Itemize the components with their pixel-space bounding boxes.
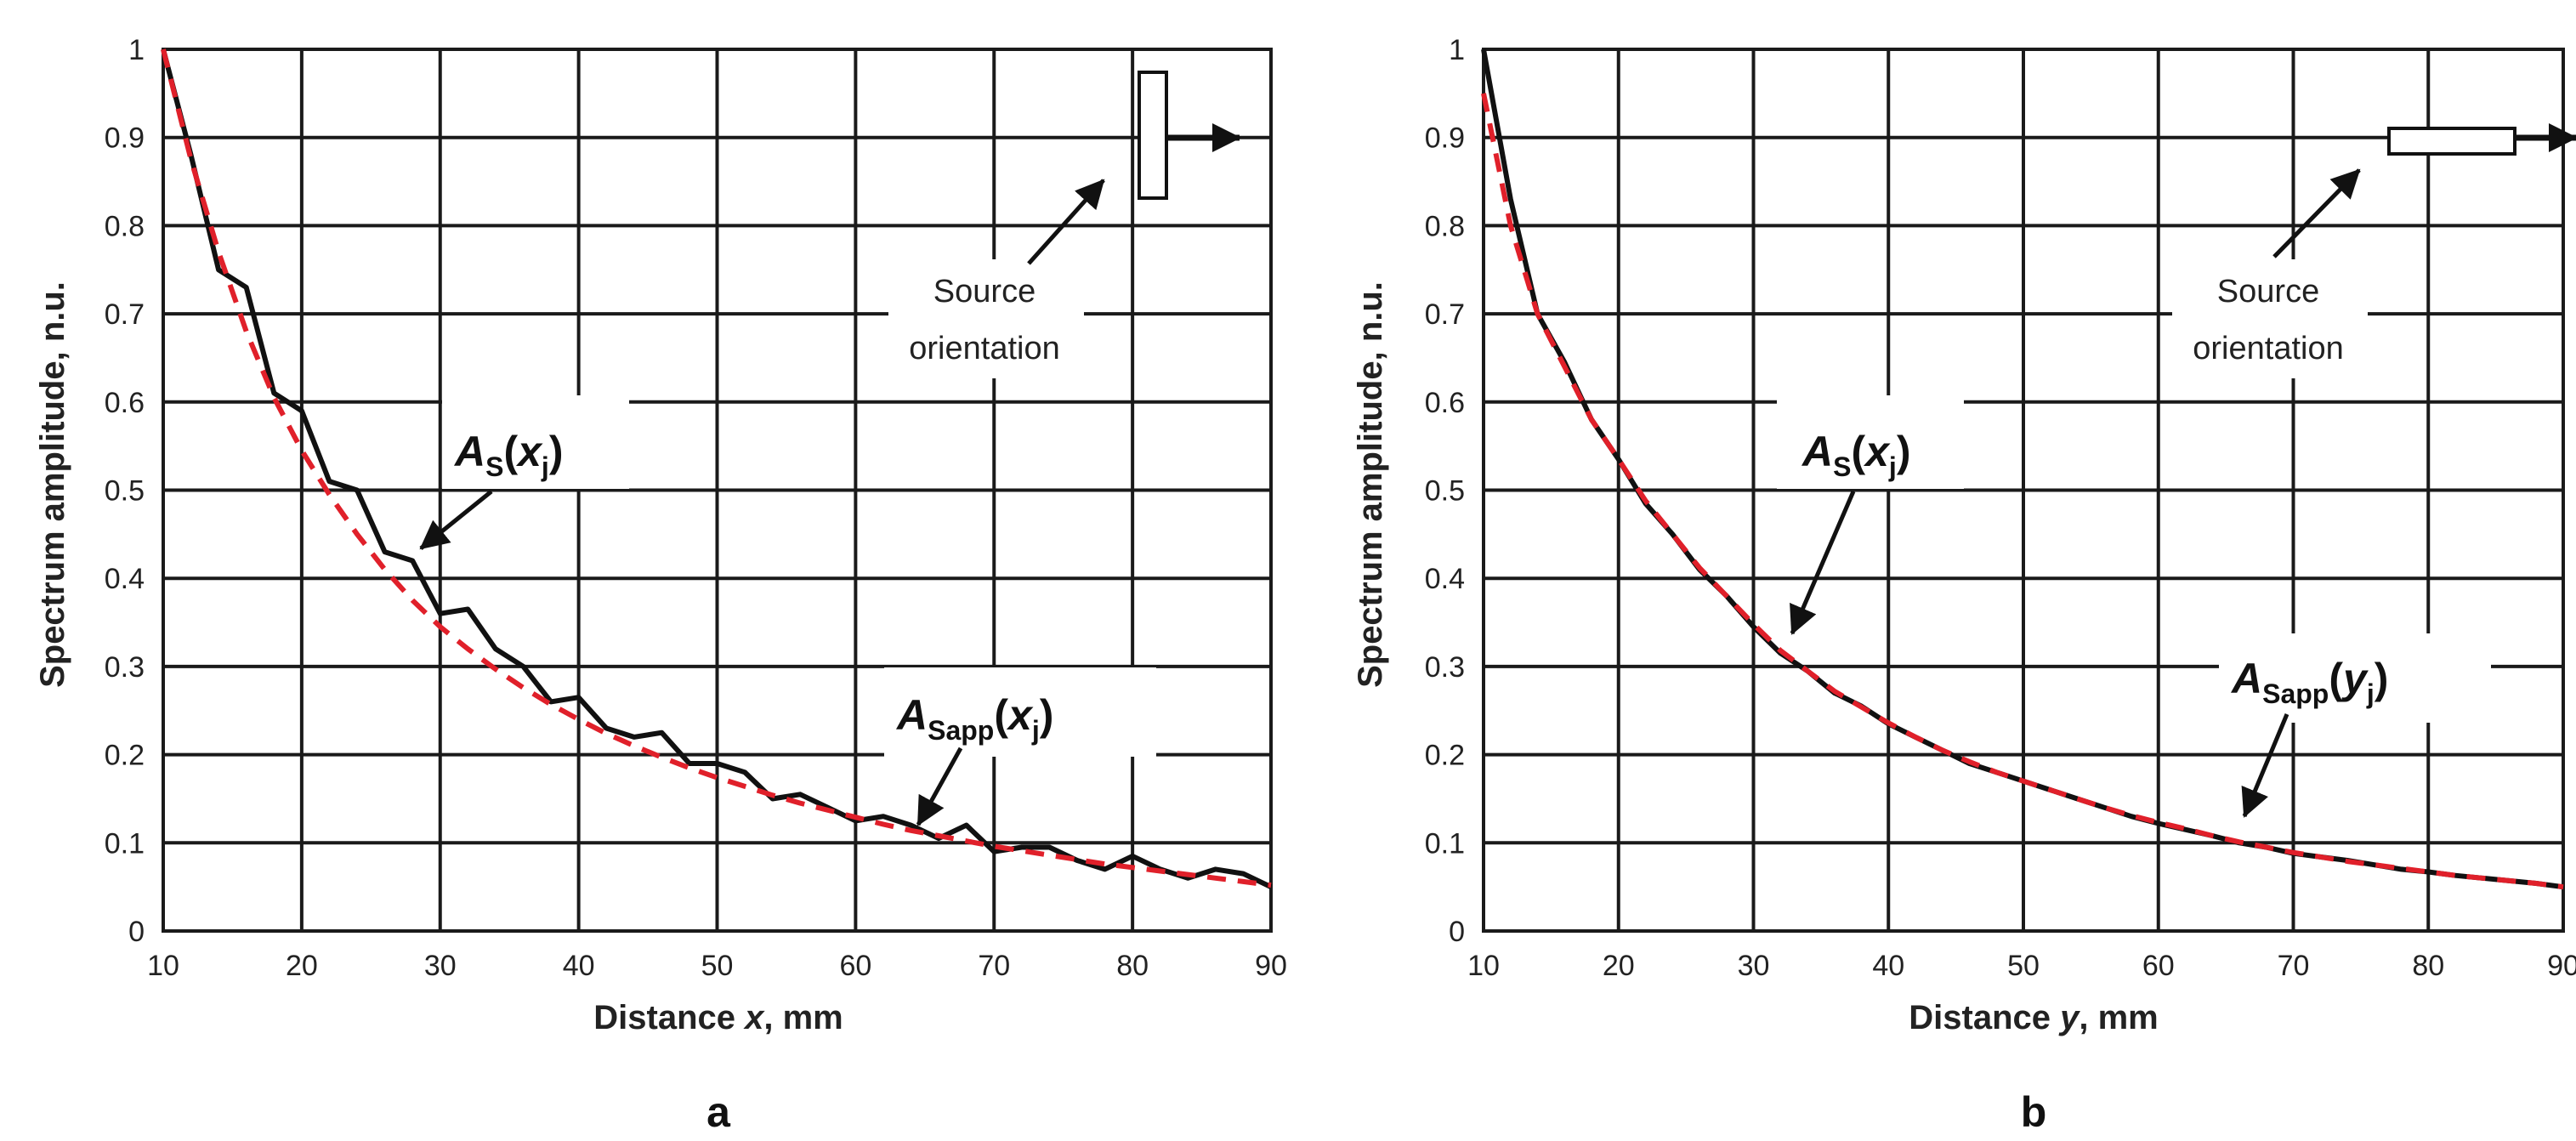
source-rect-icon	[2387, 127, 2516, 156]
y-tick-label: 0.7	[1425, 298, 1465, 331]
x-tick-label: 50	[2007, 950, 2040, 982]
y-tick-label: 0.1	[1425, 827, 1465, 860]
panel-label: a	[706, 1088, 731, 1136]
asapp-label: ASapp(xj)	[895, 691, 1053, 746]
y-tick-labels: 0 0.1 0.2 0.3 0.4 0.5 0.6 0.7 0.8 0.9 1	[1425, 34, 1465, 948]
annotation-backdrop	[2219, 633, 2491, 723]
y-tick-label: 0.4	[105, 563, 145, 595]
y-tick-label: 0.1	[105, 827, 145, 860]
x-tick-labels: 10 20 30 40 50 60 70 80 90	[147, 950, 1287, 982]
asapp-annotation: ASapp(xj)	[884, 667, 1156, 826]
y-tick-label: 0.4	[1425, 563, 1465, 595]
series-group	[1481, 48, 2564, 890]
annotation-backdrop	[884, 667, 1156, 757]
x-tick-label: 20	[286, 950, 318, 982]
source-arrow	[1027, 179, 1105, 265]
plot-frame	[162, 48, 1273, 933]
as-annotation: AS(xj)	[1777, 395, 1964, 635]
source-rect-icon	[1138, 71, 1168, 200]
y-tick-label: 0	[1449, 916, 1465, 948]
source-label-line1: Source	[2217, 274, 2319, 309]
y-tick-label: 0.3	[105, 651, 145, 684]
y-tick-label: 0.6	[105, 387, 145, 419]
as-arrow	[1790, 491, 1856, 635]
y-tick-label: 0.2	[105, 740, 145, 772]
x-tick-label: 70	[978, 950, 1010, 982]
y-tick-label: 0.9	[1425, 122, 1465, 155]
source-label-line2: orientation	[909, 331, 1059, 366]
annotation-backdrop	[888, 259, 1084, 378]
x-tick-label: 80	[1116, 950, 1149, 982]
series-approx-line	[1481, 93, 2564, 890]
x-tick-label: 40	[563, 950, 595, 982]
series-group	[161, 48, 1273, 889]
x-tick-label: 70	[2278, 950, 2310, 982]
x-tick-label: 30	[1738, 950, 1770, 982]
annotation-backdrop	[2172, 259, 2368, 378]
as-label: AS(xj)	[1801, 428, 1910, 482]
annotation-backdrop	[442, 395, 629, 489]
y-tick-labels: 0 0.1 0.2 0.3 0.4 0.5 0.6 0.7 0.8 0.9 1	[105, 34, 145, 948]
panel-label: b	[2021, 1088, 2047, 1136]
x-tick-label: 60	[2142, 950, 2175, 982]
y-tick-label: 0.9	[105, 122, 145, 155]
source-label-line2: orientation	[2193, 331, 2343, 366]
y-tick-label: 0	[128, 916, 145, 948]
asapp-arrow	[916, 746, 963, 826]
source-orientation-annotation: Source orientation	[888, 71, 1241, 378]
x-tick-label: 30	[424, 950, 457, 982]
y-tick-label: 0.8	[105, 210, 145, 242]
x-tick-label: 20	[1603, 950, 1635, 982]
asapp-annotation: ASapp(yj)	[2219, 633, 2491, 818]
y-tick-label: 0.5	[1425, 475, 1465, 508]
y-tick-label: 0.6	[1425, 387, 1465, 419]
x-tick-label: 90	[1255, 950, 1287, 982]
x-tick-label: 80	[2412, 950, 2444, 982]
as-label: AS(xj)	[453, 428, 563, 482]
source-arrow	[2272, 168, 2361, 258]
x-tick-labels: 10 20 30 40 50 60 70 80 90	[1467, 950, 2576, 982]
chart-panel-a: 10 20 30 40 50 60 70 80 90 0 0.1 0.2 0.3 0.4 0.5 0.6 0.…	[34, 34, 1287, 1136]
series-approx-line	[161, 48, 1272, 888]
x-axis-label: Distance y, mm	[1909, 999, 2158, 1036]
source-label-line1: Source	[933, 274, 1036, 309]
x-tick-label: 60	[839, 950, 871, 982]
annotation-backdrop	[1777, 395, 1964, 489]
y-tick-label: 0.3	[1425, 651, 1465, 684]
y-tick-label: 0.7	[105, 298, 145, 331]
y-tick-label: 0.2	[1425, 740, 1465, 772]
source-orientation-annotation: Source orientation	[2172, 123, 2576, 378]
x-tick-label: 50	[701, 950, 734, 982]
x-tick-label: 10	[1467, 950, 1500, 982]
y-tick-label: 1	[128, 34, 145, 66]
y-axis-label: Spectrum amplitude, n.u.	[34, 281, 71, 688]
grid	[162, 48, 1273, 933]
y-axis-label: Spectrum amplitude, n.u.	[1352, 281, 1389, 688]
grid	[1482, 48, 2565, 933]
asapp-label: ASapp(yj)	[2230, 655, 2388, 709]
x-tick-label: 90	[2547, 950, 2576, 982]
plot-frame	[1482, 48, 2565, 933]
y-tick-label: 0.8	[1425, 210, 1465, 242]
y-tick-label: 1	[1449, 34, 1465, 66]
x-tick-label: 10	[147, 950, 179, 982]
chart-panel-b: 10 20 30 40 50 60 70 80 90 0 0.1 0.2 0.3 0.4 0.5 0.6 0.…	[1352, 34, 2576, 1136]
x-axis-label: Distance x, mm	[593, 999, 843, 1036]
y-tick-label: 0.5	[105, 475, 145, 508]
as-arrow	[419, 490, 493, 550]
as-annotation: AS(xj)	[419, 395, 629, 550]
x-tick-label: 40	[1872, 950, 1904, 982]
asapp-arrow	[2241, 713, 2289, 818]
